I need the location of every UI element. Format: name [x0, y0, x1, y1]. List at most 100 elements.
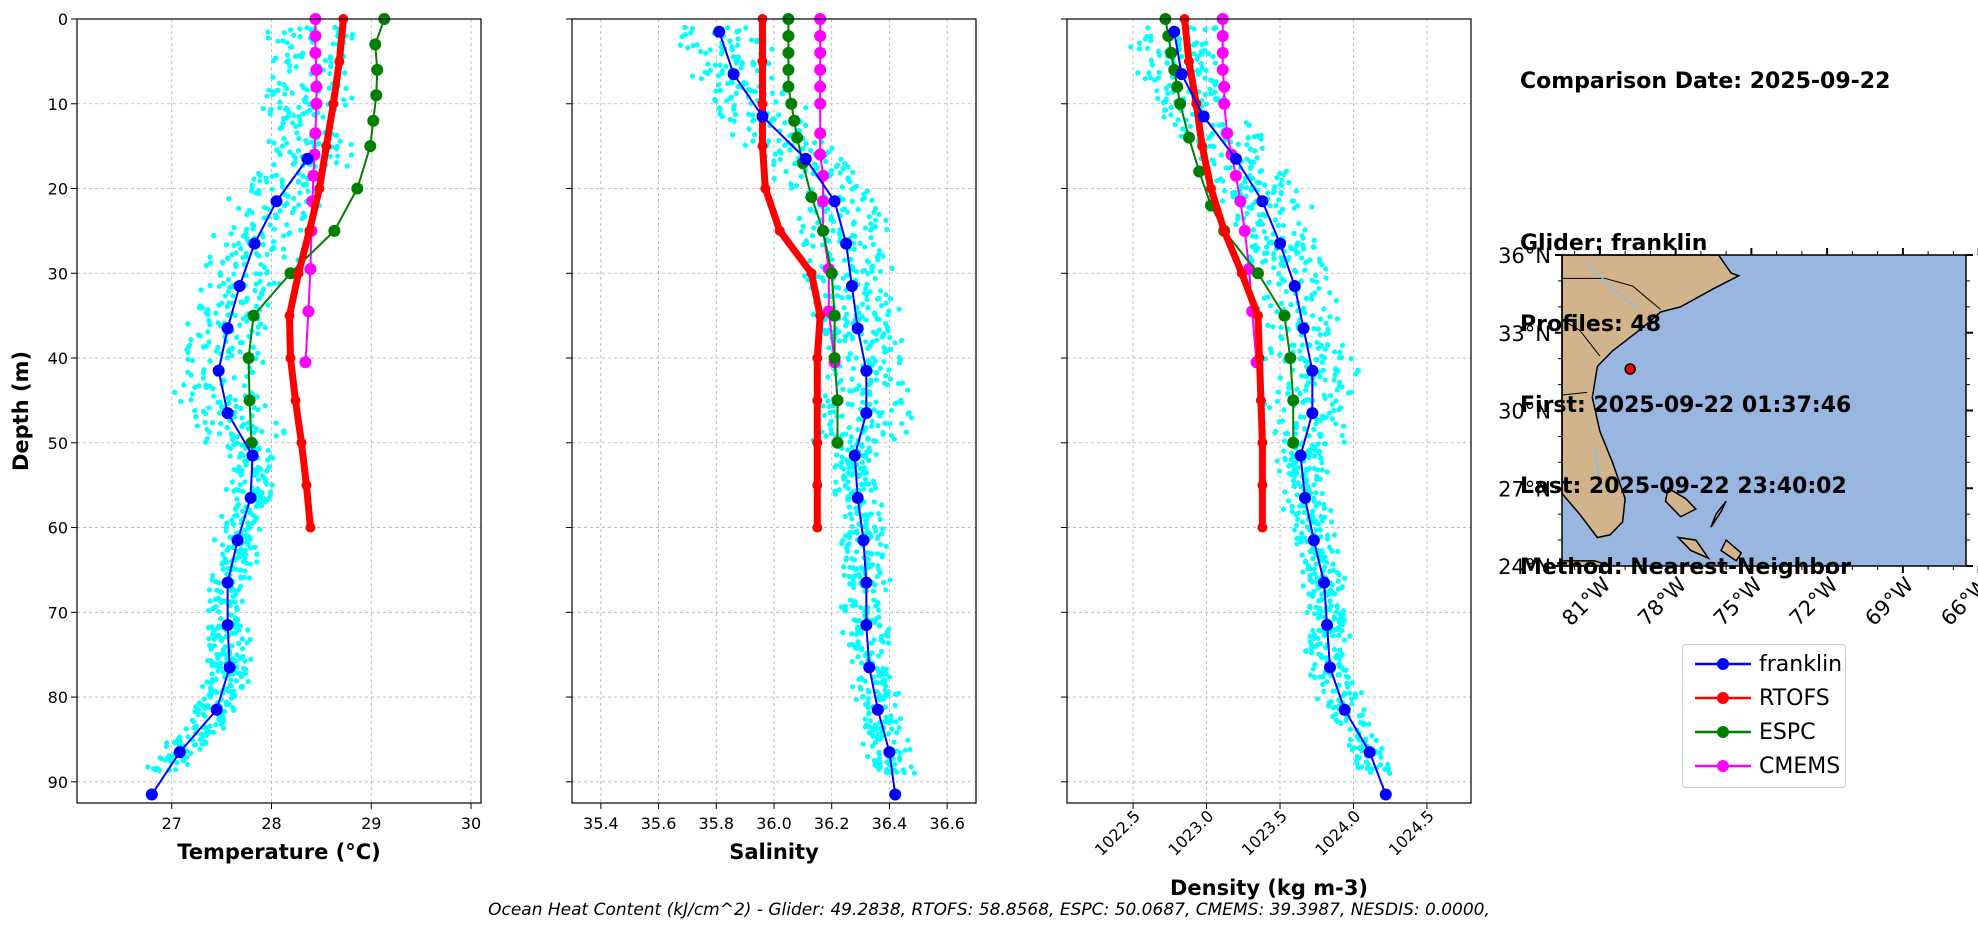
glider-profile-point — [1289, 342, 1295, 348]
map-river — [1586, 262, 1639, 310]
glider-profile-point — [271, 244, 277, 251]
glider-profile-point — [284, 59, 290, 65]
glider-profile-point — [748, 37, 755, 43]
glider-profile-point — [862, 465, 868, 471]
glider-profile-point — [229, 695, 235, 701]
glider-profile-point — [174, 759, 180, 766]
glider-profile-point — [879, 554, 885, 560]
glider-profile-point — [863, 517, 869, 524]
glider-profile-point — [860, 694, 866, 700]
glider-profile-point — [1297, 414, 1303, 420]
glider-profile-point — [1247, 146, 1254, 152]
glider-profile-point — [1286, 254, 1292, 261]
glider-profile-point — [1288, 244, 1294, 250]
glider-profile-point — [1208, 133, 1214, 140]
glider-profile-point — [1274, 398, 1281, 405]
glider-profile-point — [1210, 53, 1216, 60]
glider-profile-point — [1300, 246, 1307, 252]
glider-profile-point — [224, 571, 230, 577]
glider-profile-point — [1178, 133, 1184, 139]
glider-profile-point — [1333, 609, 1339, 615]
glider-profile-point — [1209, 157, 1215, 163]
glider-profile-point — [1213, 79, 1219, 85]
glider-profile-point — [349, 32, 356, 38]
glider-profile-point — [271, 162, 277, 168]
glider-profile-point — [1369, 733, 1375, 739]
glider-profile-point — [226, 400, 232, 407]
glider-profile-point — [874, 573, 880, 580]
glider-profile-point — [256, 526, 263, 533]
glider-profile-point — [876, 211, 882, 217]
glider-profile-point — [863, 285, 869, 292]
glider-profile-point — [900, 767, 906, 773]
glider-profile-point — [1294, 522, 1300, 528]
glider-profile-point — [877, 365, 884, 371]
glider-profile-point — [856, 382, 862, 389]
glider-profile-point — [1270, 190, 1276, 196]
glider-profile-point — [200, 711, 206, 717]
glider-profile-point — [845, 164, 851, 170]
glider-profile-point — [257, 278, 263, 285]
glider-profile-point — [1315, 326, 1321, 332]
glider-profile-point — [878, 637, 884, 643]
point-espc — [788, 114, 801, 127]
glider-profile-point — [203, 411, 209, 417]
glider-profile-point — [849, 523, 855, 530]
glider-profile-point — [707, 47, 713, 53]
glider-profile-point — [1311, 453, 1318, 459]
glider-profile-point — [1286, 385, 1292, 391]
glider-profile-point — [224, 355, 230, 361]
glider-profile-point — [266, 87, 272, 93]
glider-profile-point — [1297, 390, 1303, 397]
glider-profile-point — [1307, 342, 1313, 348]
point-franklin — [851, 491, 864, 504]
point-cmems — [309, 127, 322, 140]
glider-profile-point — [228, 231, 234, 237]
glider-profile-point — [746, 126, 752, 132]
point-cmems — [814, 80, 827, 93]
glider-profile-point — [1345, 684, 1351, 690]
glider-profile-point — [882, 719, 888, 725]
glider-profile-point — [254, 551, 260, 557]
glider-profile-point — [878, 633, 884, 640]
glider-profile-point — [839, 454, 845, 460]
glider-profile-point — [216, 716, 222, 723]
glider-profile-point — [215, 655, 221, 661]
xtick-label: 1022.5 — [1091, 806, 1144, 859]
glider-profile-point — [1295, 240, 1301, 246]
glider-profile-point — [206, 642, 213, 648]
glider-profile-point — [1307, 572, 1313, 578]
glider-profile-point — [1306, 487, 1312, 494]
glider-profile-point — [1299, 242, 1306, 248]
glider-profile-point — [897, 757, 903, 763]
glider-profile-point — [873, 331, 879, 337]
glider-profile-point — [1216, 122, 1222, 128]
glider-profile-point — [295, 179, 301, 185]
glider-profile-point — [203, 343, 210, 349]
glider-profile-point — [330, 41, 336, 47]
glider-profile-point — [1311, 495, 1317, 501]
point-franklin — [1318, 576, 1331, 589]
glider-profile-point — [1327, 290, 1333, 296]
glider-profile-point — [1323, 275, 1329, 281]
glider-profile-point — [226, 544, 232, 551]
glider-profile-point — [206, 587, 213, 593]
glider-profile-point — [778, 150, 784, 156]
glider-profile-point — [862, 428, 868, 434]
glider-profile-point — [234, 652, 240, 658]
glider-profile-point — [1135, 70, 1141, 76]
glider-profile-point — [832, 488, 838, 494]
glider-profile-point — [840, 196, 846, 203]
glider-profile-point — [855, 641, 861, 648]
glider-profile-point — [862, 244, 868, 250]
glider-profile-point — [218, 599, 224, 605]
glider-profile-point — [171, 740, 178, 746]
glider-profile-point — [238, 245, 244, 252]
glider-profile-point — [845, 494, 851, 500]
point-franklin — [713, 25, 726, 38]
glider-profile-point — [776, 112, 782, 118]
glider-profile-point — [1244, 210, 1250, 216]
glider-profile-point — [876, 749, 882, 755]
glider-profile-point — [1243, 184, 1250, 191]
glider-profile-point — [896, 306, 902, 312]
